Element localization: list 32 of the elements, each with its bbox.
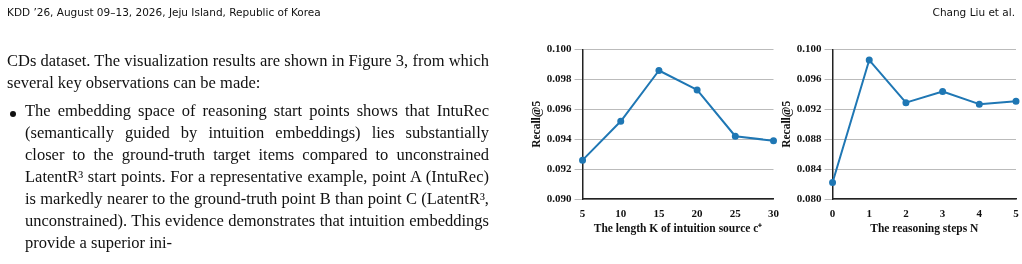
y-tick-label: 0.100 [796,42,823,55]
x-tick-label: 30 [768,207,780,220]
y-tick-label: 0.100 [546,42,573,55]
y-tick-label: 0.094 [546,132,573,145]
x-tick-label: 10 [615,207,627,220]
x-tick-label: 5 [1013,207,1020,220]
x-tick-label: 15 [653,207,665,220]
x-tick-label: 5 [579,207,586,220]
text: The embedding space of reasoning start points shows that IntuRec (semantically guided by intuition embeddings) lies substantially closer to the ground-truth target items compared to unconstrained LatentR³ start points. For a representative example, point A (IntuRec) is markedly nearer to the ground-truth point B than point C (LatentR³, unconstrained). This evidence demonstrates that intuition embeddings provide a superior ini- [25,100,489,254]
y-tick-label: 0.088 [796,132,823,145]
y-tick-label: 0.092 [796,102,823,115]
y-tick-label: 0.080 [796,191,823,204]
x-tick-label: 4 [976,207,983,220]
x-axis-title: The reasoning steps N [870,222,980,236]
y-tick-label: 0.096 [546,102,573,115]
x-tick-label: 3 [939,207,946,220]
text: KDD ’26, August 09–13, 2026, Jeju Island, Republic of Korea [7,6,321,18]
y-tick-label: 0.098 [546,72,573,85]
x-tick-label: 2 [903,207,910,220]
y-tick-label: 0.090 [546,191,573,204]
x-tick-label: 1 [866,207,872,220]
y-tick-label: 0.084 [796,161,823,174]
text: Chang Liu et al. [932,6,1015,18]
x-tick-label: 0 [829,207,836,220]
x-axis-title: The length K of intuition source c⁺ [593,222,763,236]
text: CDs dataset. The visualization results are shown in Figure 3, from which several key observations can be made: [7,50,489,94]
x-tick-label: 25 [729,207,742,220]
y-tick-label: 0.092 [546,161,573,174]
x-tick-label: 20 [691,207,704,220]
y-axis-title: Recall@5 [529,100,543,148]
y-axis-title: Recall@5 [779,100,793,148]
y-tick-label: 0.096 [796,72,823,85]
